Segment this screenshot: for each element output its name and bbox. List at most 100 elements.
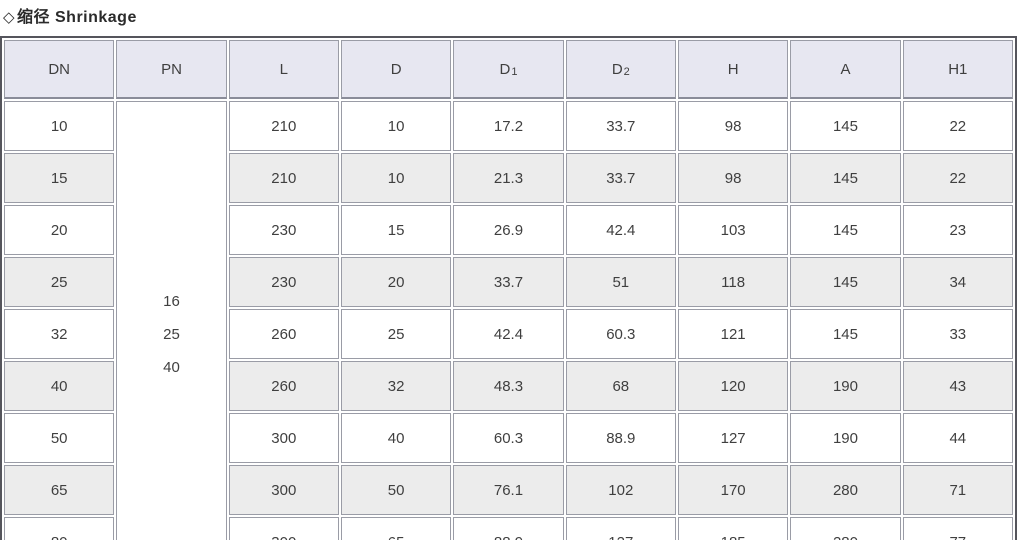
col-header-pn: PN xyxy=(116,40,227,99)
cell-h: 127 xyxy=(677,413,789,463)
cell-d1: 48.3 xyxy=(453,361,564,411)
cell-l: 210 xyxy=(228,101,339,151)
cell-d2: 33.7 xyxy=(565,153,676,203)
cell-h: 98 xyxy=(677,101,789,151)
cell-d1: 26.9 xyxy=(453,205,564,255)
cell-a: 280 xyxy=(790,465,901,515)
cell-h1: 34 xyxy=(902,257,1013,307)
col-header-d2: D2 xyxy=(565,40,676,99)
cell-h: 118 xyxy=(677,257,789,307)
table-row: 15 210 10 21.3 33.7 98 145 22 xyxy=(4,153,1013,203)
cell-d: 15 xyxy=(340,205,452,255)
cell-h1: 71 xyxy=(902,465,1013,515)
cell-d2: 51 xyxy=(565,257,676,307)
cell-h1: 22 xyxy=(902,153,1013,203)
cell-d2: 102 xyxy=(565,465,676,515)
cell-h: 103 xyxy=(677,205,789,255)
cell-d1: 76.1 xyxy=(453,465,564,515)
cell-d2: 127 xyxy=(565,517,676,540)
cell-dn: 25 xyxy=(4,257,115,307)
cell-l: 260 xyxy=(228,309,339,359)
cell-a: 145 xyxy=(790,101,901,151)
cell-a: 280 xyxy=(790,517,901,540)
col-header-h: H xyxy=(677,40,789,99)
subscript: 2 xyxy=(623,65,630,78)
cell-h: 98 xyxy=(677,153,789,203)
cell-h1: 44 xyxy=(902,413,1013,463)
cell-dn: 80 xyxy=(4,517,115,540)
cell-h1: 22 xyxy=(902,101,1013,151)
cell-dn: 65 xyxy=(4,465,115,515)
cell-d1: 60.3 xyxy=(453,413,564,463)
table-header: DN PN L D D1 D2 H A H1 xyxy=(4,40,1013,99)
cell-dn: 40 xyxy=(4,361,115,411)
cell-h: 121 xyxy=(677,309,789,359)
section-title: ◇ 缩径 Shrinkage xyxy=(3,3,137,27)
cell-l: 210 xyxy=(228,153,339,203)
table-body: 10 16 25 40 210 10 17.2 33.7 98 145 22 15 210 10 21.3 3… xyxy=(4,101,1013,540)
cell-a: 145 xyxy=(790,257,901,307)
section-title-text: 缩径 Shrinkage xyxy=(17,9,137,26)
col-header-h1: H1 xyxy=(902,40,1013,99)
spec-table-wrap: DN PN L D D1 D2 H A H1 10 16 25 40 210 10 17.2 33.7 98 14… xyxy=(0,36,1017,540)
cell-d2: 33.7 xyxy=(565,101,676,151)
table-row: 32 260 25 42.4 60.3 121 145 33 xyxy=(4,309,1013,359)
cell-d1: 21.3 xyxy=(453,153,564,203)
pn-value: 16 xyxy=(163,292,180,310)
cell-l: 230 xyxy=(228,205,339,255)
cell-a: 190 xyxy=(790,413,901,463)
table-row: 20 230 15 26.9 42.4 103 145 23 xyxy=(4,205,1013,255)
cell-a: 145 xyxy=(790,153,901,203)
cell-dn: 50 xyxy=(4,413,115,463)
cell-d: 32 xyxy=(340,361,452,411)
cell-a: 145 xyxy=(790,205,901,255)
cell-a: 145 xyxy=(790,309,901,359)
cell-dn: 32 xyxy=(4,309,115,359)
cell-a: 190 xyxy=(790,361,901,411)
cell-l: 300 xyxy=(228,517,339,540)
cell-d: 50 xyxy=(340,465,452,515)
subscript: 1 xyxy=(511,65,518,78)
table-row: 80 3006588.912718528077 xyxy=(4,517,1013,540)
cell-l: 300 xyxy=(228,465,339,515)
col-header-d1: D1 xyxy=(453,40,564,99)
col-header-l: L xyxy=(228,40,339,99)
cell-d: 20 xyxy=(340,257,452,307)
cell-d2: 60.3 xyxy=(565,309,676,359)
cell-d2: 42.4 xyxy=(565,205,676,255)
col-header-d: D xyxy=(340,40,452,99)
cell-d: 40 xyxy=(340,413,452,463)
table-row: 25 230 20 33.7 51 118 145 34 xyxy=(4,257,1013,307)
cell-dn: 20 xyxy=(4,205,115,255)
cell-d: 25 xyxy=(340,309,452,359)
diamond-icon: ◇ xyxy=(3,9,16,26)
header-row: DN PN L D D1 D2 H A H1 xyxy=(4,40,1013,99)
cell-l: 230 xyxy=(228,257,339,307)
table-row: 50 300 40 60.3 88.9 127 190 44 xyxy=(4,413,1013,463)
cell-d2: 68 xyxy=(565,361,676,411)
cell-d1: 17.2 xyxy=(453,101,564,151)
table-row: 65 300 50 76.1 102 170 280 71 xyxy=(4,465,1013,515)
cell-l: 260 xyxy=(228,361,339,411)
cell-d1: 42.4 xyxy=(453,309,564,359)
shrinkage-spec-table: DN PN L D D1 D2 H A H1 10 16 25 40 210 10 17.2 33.7 98 14… xyxy=(2,38,1015,540)
pn-value: 25 xyxy=(163,325,180,343)
cell-h1: 33 xyxy=(902,309,1013,359)
pn-value: 40 xyxy=(163,358,180,376)
cell-h: 170 xyxy=(677,465,789,515)
cell-h1: 23 xyxy=(902,205,1013,255)
table-row: 10 16 25 40 210 10 17.2 33.7 98 145 22 xyxy=(4,101,1013,540)
cell-dn: 10 xyxy=(4,101,115,151)
col-header-a: A xyxy=(790,40,901,99)
cell-d: 65 xyxy=(340,517,452,540)
cell-d: 10 xyxy=(340,101,452,151)
cell-h: 120 xyxy=(677,361,789,411)
pn-merged-cell: 16 25 40 xyxy=(116,101,227,540)
cell-d1: 88.9 xyxy=(453,517,564,540)
table-row: 40 260 32 48.3 68 120 190 43 xyxy=(4,361,1013,411)
cell-d: 10 xyxy=(340,153,452,203)
cell-dn: 15 xyxy=(4,153,115,203)
cell-d2: 88.9 xyxy=(565,413,676,463)
cell-l: 300 xyxy=(228,413,339,463)
